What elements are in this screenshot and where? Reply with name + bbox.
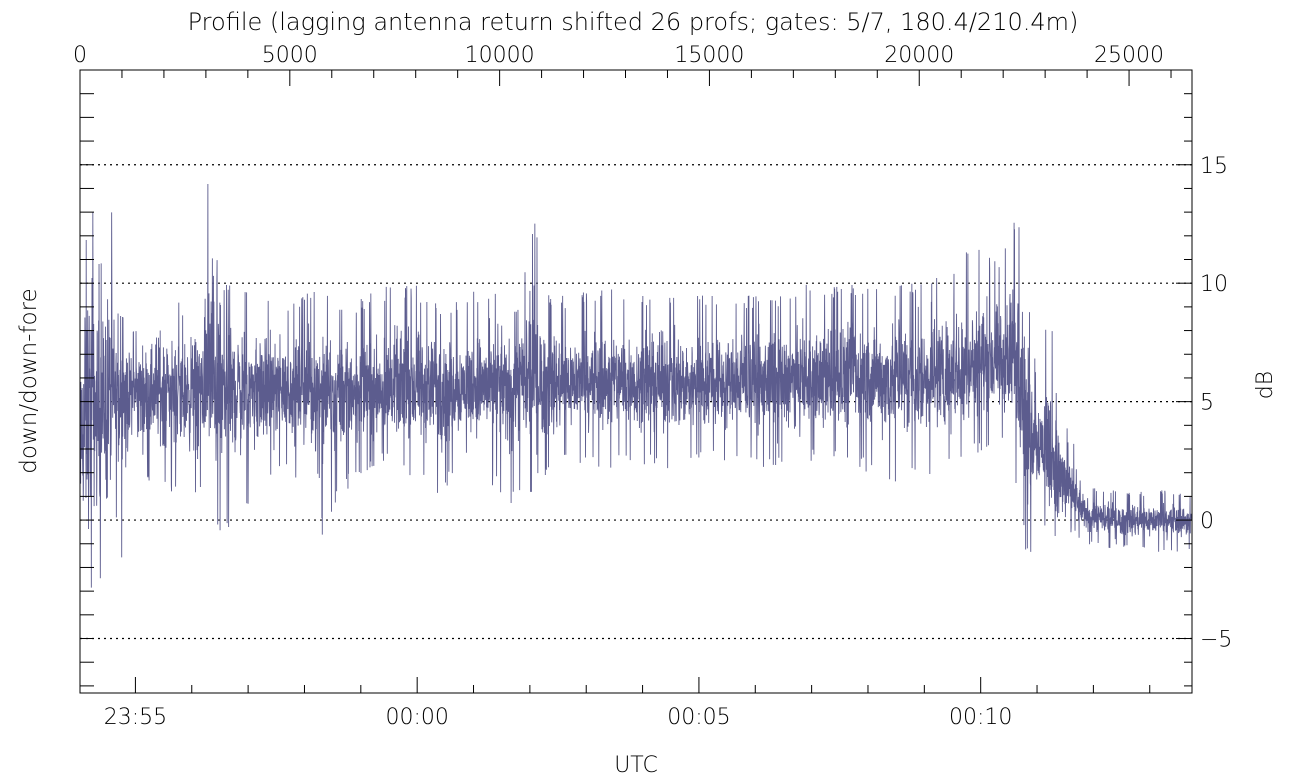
top-tick-label: 25000 (1094, 43, 1164, 68)
right-tick-label: 0 (1200, 509, 1214, 534)
bottom-tick-label: 23:55 (104, 705, 167, 730)
right-tick-label: 15 (1200, 154, 1228, 179)
right-tick-label: −5 (1200, 628, 1232, 653)
y-axis-label-right: dB (1253, 371, 1278, 399)
axis-ticks (79, 69, 1192, 693)
bottom-tick-label: 00:10 (949, 705, 1012, 730)
series-line-0 (79, 183, 1193, 588)
top-tick-label: 20000 (884, 43, 954, 68)
right-tick-label: 5 (1200, 391, 1214, 416)
right-tick-label: 10 (1200, 272, 1228, 297)
series-group (79, 183, 1193, 588)
tick-labels: 0 5000 10000 15000 20000 25000 23:55 00:00 00:05… (73, 43, 1232, 730)
y-axis-label-left: down/down-fore (16, 288, 42, 473)
top-tick-label: 0 (73, 43, 87, 68)
top-tick-label: 10000 (465, 43, 535, 68)
x-axis-label: UTC (614, 753, 658, 778)
chart-title: Profile (lagging antenna return shifted … (188, 8, 1079, 36)
top-tick-label: 5000 (262, 43, 318, 68)
top-tick-label: 15000 (674, 43, 744, 68)
bottom-tick-label: 00:00 (385, 705, 448, 730)
plot-frame (79, 69, 1193, 694)
bottom-tick-label: 00:05 (667, 705, 730, 730)
